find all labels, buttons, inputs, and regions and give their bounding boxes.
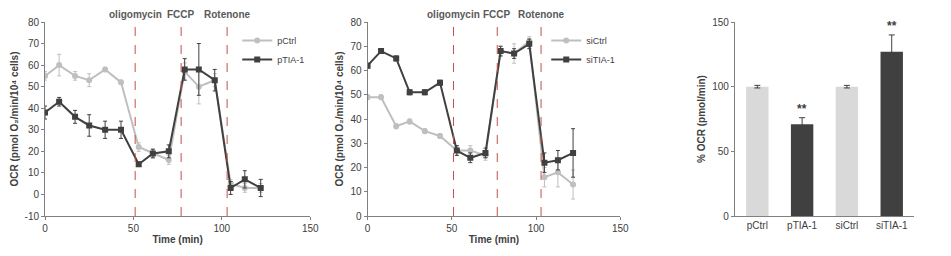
- svg-text:50: 50: [350, 89, 362, 100]
- svg-text:100: 100: [712, 81, 729, 92]
- svg-text:10: 10: [28, 167, 40, 178]
- svg-text:pTIA-1: pTIA-1: [787, 220, 817, 231]
- svg-text:0: 0: [356, 211, 362, 222]
- svg-text:OCR (pmol O₂/min/10⁴ cells): OCR (pmol O₂/min/10⁴ cells): [334, 52, 345, 187]
- svg-text:150: 150: [712, 17, 729, 28]
- svg-text:150: 150: [612, 223, 629, 234]
- svg-text:oligomycin: oligomycin: [109, 9, 162, 20]
- svg-text:50: 50: [28, 81, 40, 92]
- svg-text:FCCP: FCCP: [483, 9, 511, 20]
- svg-text:pTIA-1: pTIA-1: [277, 55, 304, 65]
- svg-text:Time (min): Time (min): [469, 234, 519, 245]
- svg-text:0: 0: [723, 211, 729, 222]
- svg-text:80: 80: [28, 17, 40, 28]
- svg-text:30: 30: [350, 138, 362, 149]
- svg-text:siCtrl: siCtrl: [836, 220, 859, 231]
- svg-text:**: **: [887, 19, 897, 33]
- svg-text:50: 50: [128, 223, 140, 234]
- svg-text:Rotenone: Rotenone: [204, 9, 251, 20]
- svg-text:oligomycin: oligomycin: [427, 9, 480, 20]
- svg-text:80: 80: [350, 17, 362, 28]
- svg-text:siTIA-1: siTIA-1: [876, 220, 908, 231]
- svg-text:Time (min): Time (min): [152, 234, 202, 245]
- svg-text:10: 10: [350, 186, 362, 197]
- svg-text:siCtrl: siCtrl: [586, 36, 607, 46]
- svg-text:0: 0: [42, 223, 48, 234]
- svg-text:100: 100: [528, 223, 545, 234]
- svg-text:40: 40: [350, 114, 362, 125]
- svg-text:FCCP: FCCP: [167, 9, 195, 20]
- svg-text:-10: -10: [25, 211, 40, 222]
- svg-text:OCR (pmol O₂/min/10⁴ cells): OCR (pmol O₂/min/10⁴ cells): [9, 52, 20, 187]
- svg-text:100: 100: [213, 223, 230, 234]
- svg-text:60: 60: [28, 60, 40, 71]
- svg-text:70: 70: [350, 41, 362, 52]
- svg-text:20: 20: [350, 162, 362, 173]
- svg-text:50: 50: [718, 146, 730, 157]
- svg-text:150: 150: [302, 223, 319, 234]
- svg-text:0: 0: [33, 189, 39, 200]
- svg-text:30: 30: [28, 124, 40, 135]
- svg-text:**: **: [797, 102, 807, 116]
- svg-text:Rotenone: Rotenone: [518, 9, 565, 20]
- svg-text:siTIA-1: siTIA-1: [586, 55, 615, 65]
- svg-text:40: 40: [28, 103, 40, 114]
- svg-text:20: 20: [28, 146, 40, 157]
- svg-text:60: 60: [350, 65, 362, 76]
- svg-text:0: 0: [365, 223, 371, 234]
- svg-text:50: 50: [446, 223, 458, 234]
- svg-text:70: 70: [28, 38, 40, 49]
- svg-text:% OCR (pmol/min): % OCR (pmol/min): [696, 75, 707, 163]
- svg-text:pCtrl: pCtrl: [747, 220, 768, 231]
- svg-text:pCtrl: pCtrl: [277, 36, 296, 46]
